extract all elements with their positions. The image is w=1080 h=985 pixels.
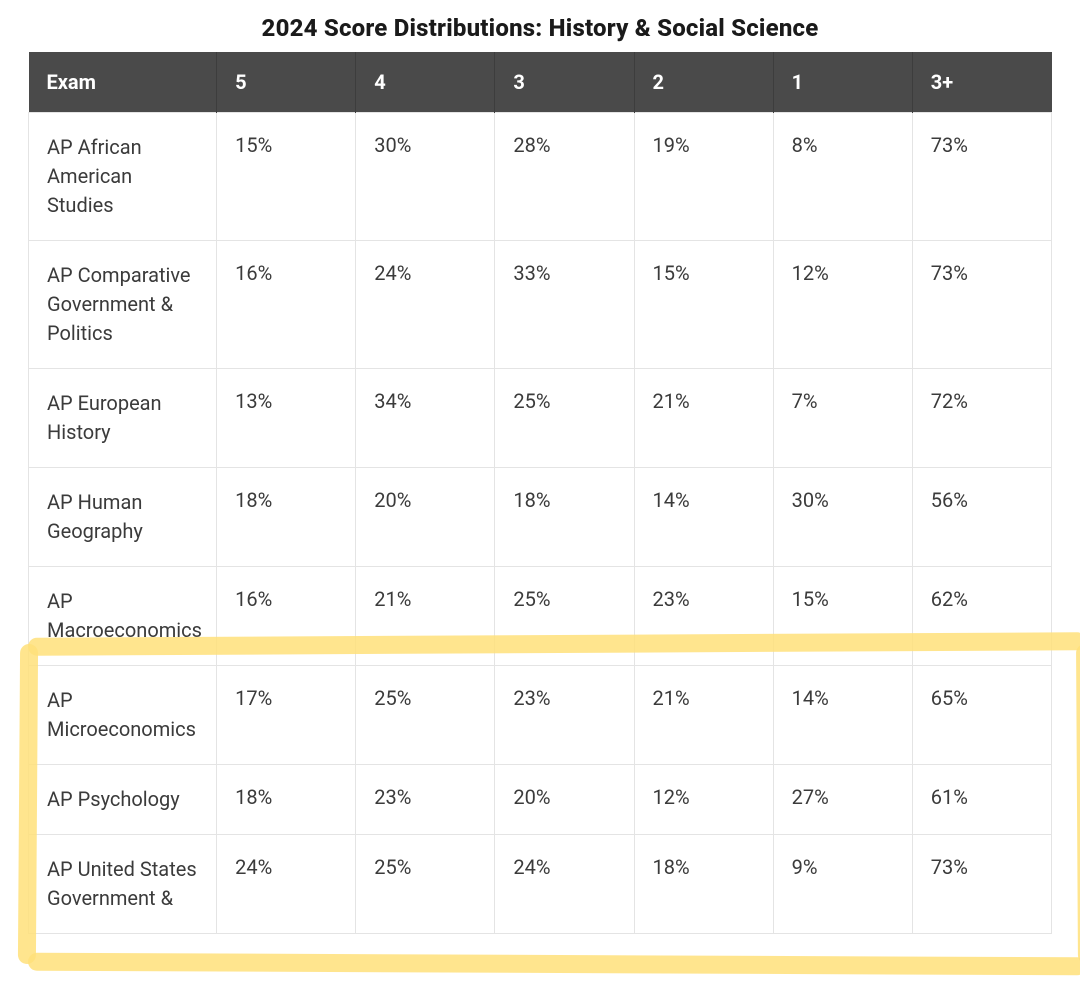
col-header-2: 2 bbox=[634, 52, 773, 113]
cell-score: 23% bbox=[495, 666, 634, 765]
cell-score: 18% bbox=[495, 468, 634, 567]
cell-exam: AP Psychology bbox=[29, 765, 217, 835]
cell-score: 62% bbox=[912, 567, 1051, 666]
cell-score: 15% bbox=[217, 113, 356, 241]
cell-score: 13% bbox=[217, 369, 356, 468]
cell-score: 28% bbox=[495, 113, 634, 241]
cell-score: 24% bbox=[356, 241, 495, 369]
cell-score: 20% bbox=[356, 468, 495, 567]
cell-score: 7% bbox=[773, 369, 912, 468]
cell-score: 23% bbox=[356, 765, 495, 835]
cell-score: 18% bbox=[217, 765, 356, 835]
cell-score: 24% bbox=[217, 835, 356, 934]
cell-score: 25% bbox=[356, 835, 495, 934]
col-header-4: 4 bbox=[356, 52, 495, 113]
cell-score: 34% bbox=[356, 369, 495, 468]
cell-exam: AP Macroeconomics bbox=[29, 567, 217, 666]
col-header-5: 5 bbox=[217, 52, 356, 113]
col-header-3p: 3+ bbox=[912, 52, 1051, 113]
table-row: AP United States Government & 24% 25% 24… bbox=[29, 835, 1052, 934]
cell-score: 61% bbox=[912, 765, 1051, 835]
cell-score: 21% bbox=[634, 369, 773, 468]
cell-score: 18% bbox=[217, 468, 356, 567]
cell-exam: AP African American Studies bbox=[29, 113, 217, 241]
cell-score: 25% bbox=[495, 567, 634, 666]
cell-score: 30% bbox=[356, 113, 495, 241]
cell-score: 73% bbox=[912, 113, 1051, 241]
cell-score: 8% bbox=[773, 113, 912, 241]
col-header-1: 1 bbox=[773, 52, 912, 113]
cell-score: 56% bbox=[912, 468, 1051, 567]
table-header-row: Exam 5 4 3 2 1 3+ bbox=[29, 52, 1052, 113]
col-header-exam: Exam bbox=[29, 52, 217, 113]
cell-score: 73% bbox=[912, 835, 1051, 934]
cell-score: 16% bbox=[217, 241, 356, 369]
cell-score: 20% bbox=[495, 765, 634, 835]
score-distribution-table: Exam 5 4 3 2 1 3+ AP African American St… bbox=[28, 52, 1052, 934]
table-row: AP Comparative Government & Politics 16%… bbox=[29, 241, 1052, 369]
table-row: AP European History 13% 34% 25% 21% 7% 7… bbox=[29, 369, 1052, 468]
table-row: AP Human Geography 18% 20% 18% 14% 30% 5… bbox=[29, 468, 1052, 567]
cell-score: 24% bbox=[495, 835, 634, 934]
table-row: AP Psychology 18% 23% 20% 12% 27% 61% bbox=[29, 765, 1052, 835]
page-title: 2024 Score Distributions: History & Soci… bbox=[28, 14, 1052, 42]
table-row: AP Microeconomics 17% 25% 23% 21% 14% 65… bbox=[29, 666, 1052, 765]
cell-score: 21% bbox=[634, 666, 773, 765]
cell-score: 14% bbox=[773, 666, 912, 765]
cell-score: 65% bbox=[912, 666, 1051, 765]
cell-score: 16% bbox=[217, 567, 356, 666]
cell-score: 9% bbox=[773, 835, 912, 934]
cell-score: 25% bbox=[495, 369, 634, 468]
cell-score: 12% bbox=[773, 241, 912, 369]
cell-score: 25% bbox=[356, 666, 495, 765]
cell-score: 23% bbox=[634, 567, 773, 666]
col-header-3: 3 bbox=[495, 52, 634, 113]
cell-score: 30% bbox=[773, 468, 912, 567]
cell-exam: AP Comparative Government & Politics bbox=[29, 241, 217, 369]
cell-score: 19% bbox=[634, 113, 773, 241]
cell-score: 72% bbox=[912, 369, 1051, 468]
cell-score: 27% bbox=[773, 765, 912, 835]
cell-score: 14% bbox=[634, 468, 773, 567]
table-row: AP Macroeconomics 16% 21% 25% 23% 15% 62… bbox=[29, 567, 1052, 666]
cell-score: 33% bbox=[495, 241, 634, 369]
cell-score: 73% bbox=[912, 241, 1051, 369]
cell-exam: AP Human Geography bbox=[29, 468, 217, 567]
cell-score: 15% bbox=[773, 567, 912, 666]
cell-score: 12% bbox=[634, 765, 773, 835]
table-wrap: Exam 5 4 3 2 1 3+ AP African American St… bbox=[28, 52, 1052, 934]
cell-score: 17% bbox=[217, 666, 356, 765]
cell-score: 18% bbox=[634, 835, 773, 934]
cell-exam: AP Microeconomics bbox=[29, 666, 217, 765]
table-row: AP African American Studies 15% 30% 28% … bbox=[29, 113, 1052, 241]
cell-score: 21% bbox=[356, 567, 495, 666]
cell-score: 15% bbox=[634, 241, 773, 369]
cell-exam: AP United States Government & bbox=[29, 835, 217, 934]
cell-exam: AP European History bbox=[29, 369, 217, 468]
